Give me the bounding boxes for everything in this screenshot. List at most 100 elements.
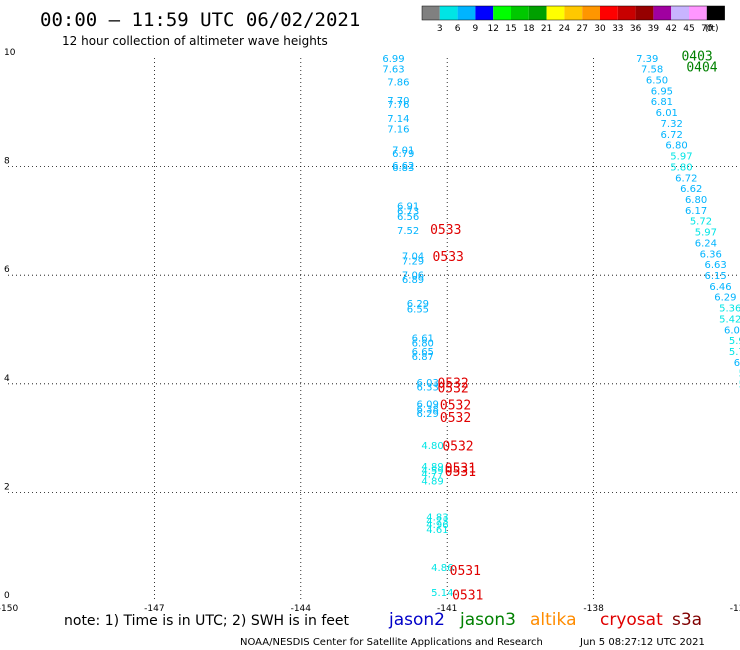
wave-height-value: 7.04 [402, 251, 424, 262]
pass-time-label: 0532 [440, 411, 471, 426]
pass-time-label: 0532 [440, 398, 471, 413]
legend-cryosat: cryosat [600, 610, 663, 630]
x-tick-label: -138 [583, 604, 604, 614]
wave-height-value: 6.01 [724, 325, 740, 336]
wave-height-value: 6.09 [734, 358, 740, 369]
colorbar-swatch [422, 6, 440, 20]
wave-height-value: 6.63 [704, 260, 726, 271]
satellite-legend: jason2 jason3 altika cryosat s3a [388, 610, 702, 630]
wave-height-value: 6.46 [709, 282, 731, 293]
wave-height-value: 6.62 [392, 161, 414, 172]
wave-height-value: 6.29 [417, 409, 439, 420]
colorbar-label: 30 [594, 24, 606, 34]
pass-time-label: 0532 [442, 440, 473, 455]
plot-grid [8, 58, 740, 601]
colorbar-swatch [600, 6, 618, 20]
x-tick-label: -150 [0, 604, 18, 614]
wave-height-value: 7.63 [382, 65, 404, 76]
colorbar-label: 18 [523, 24, 535, 34]
wave-height-value: 5.97 [739, 369, 740, 380]
wave-height-value: 5.97 [670, 152, 692, 163]
colorbar-label: 12 [487, 24, 498, 34]
x-tick-label: -135 [730, 604, 740, 614]
wave-height-value: 7.29 [402, 256, 424, 267]
pass-time-label: 0531 [445, 465, 476, 480]
wave-height-value: 6.24 [695, 238, 717, 249]
y-tick-label: 4 [4, 374, 10, 384]
wave-height-value: 6.15 [704, 271, 726, 282]
colorbar-swatch [635, 6, 654, 20]
wave-height-value: 6.83 [392, 163, 414, 174]
colorbar-swatch [493, 6, 511, 20]
wave-height-value: 4.86 [431, 563, 453, 574]
wave-height-value: 5.36 [719, 304, 740, 315]
colorbar-label: 42 [665, 24, 676, 34]
data-points: 6.997.637.867.707.767.147.167.016.796.62… [382, 54, 740, 599]
wave-height-value: 6.65 [412, 347, 434, 358]
colorbar-label: 15 [505, 24, 516, 34]
pass-time-label: 0533 [433, 250, 464, 265]
y-tick-label: 8 [4, 157, 10, 167]
wave-height-value: 7.76 [387, 100, 409, 111]
x-tick-label: -144 [291, 604, 312, 614]
wave-height-value: 7.70 [387, 96, 409, 107]
wave-height-value: 7.58 [641, 65, 663, 76]
colorbar-label: 24 [559, 24, 571, 34]
colorbar-label: 9 [473, 24, 479, 34]
wave-height-value: 6.99 [382, 54, 404, 65]
wave-height-value: 4.73 [426, 516, 448, 527]
colorbar-label: 70 [701, 24, 713, 34]
colorbar-swatch [671, 6, 689, 20]
y-tick-label: 10 [4, 48, 16, 58]
wave-height-value: 7.14 [387, 114, 409, 125]
wave-height-value: 6.55 [407, 305, 429, 316]
pass-time-label: 0532 [437, 377, 468, 392]
wave-height-value: 6.73 [397, 206, 419, 217]
footer-timestamp: Jun 5 08:27:12 UTC 2021 [579, 637, 705, 648]
wave-height-value: 7.86 [387, 78, 409, 89]
wave-height-value: 6.03 [417, 378, 439, 389]
wave-height-value: 5.80 [670, 162, 692, 173]
chart-title: 00:00 – 11:59 UTC 06/02/2021 [40, 9, 360, 31]
wave-height-value: 6.95 [651, 86, 673, 97]
wave-height-value: 6.09 [417, 400, 439, 411]
wave-height-value: 5.14 [431, 588, 453, 599]
legend-altika: altika [530, 610, 577, 630]
wave-height-value: 4.89 [421, 462, 443, 473]
wave-height-value: 6.80 [665, 141, 687, 152]
x-tick-label: -147 [144, 604, 164, 614]
wave-height-value: 4.61 [426, 525, 448, 536]
wave-height-value: 7.52 [397, 226, 419, 237]
wave-height-value: 6.56 [397, 212, 419, 223]
wave-height-value: 5.94 [729, 336, 740, 347]
legend-note: note: 1) Time is in UTC; 2) SWH is in fe… [64, 613, 350, 629]
wave-height-value: 6.62 [680, 184, 702, 195]
wave-height-value: 7.32 [661, 119, 683, 130]
colorbar-label: 39 [648, 24, 660, 34]
wave-height-value: 6.80 [412, 338, 434, 349]
pass-time-label: 0403 [681, 50, 712, 65]
wave-height-value: 6.81 [651, 97, 673, 108]
pass-time-label: 0533 [430, 223, 461, 238]
colorbar-label: (ft) [705, 24, 719, 34]
colorbar-swatch [617, 6, 636, 20]
color-scale-bar: 3 6 9 12 15 18 21 24 27 30 33 36 39 42 45 70(ft) [421, 5, 725, 34]
legend-s3a: s3a [672, 610, 702, 630]
axis-ticks: -150 -147 -144 -141 -138 -135 0 2 4 6 8 10 [0, 48, 740, 614]
colorbar-label: 33 [612, 24, 623, 34]
wave-height-value: 7.39 [636, 54, 658, 65]
footer-source: NOAA/NESDIS Center for Satellite Applica… [240, 637, 543, 648]
colorbar-swatch [564, 6, 583, 20]
wave-height-value: 5.99 [739, 380, 740, 391]
wave-height-value: 6.80 [685, 195, 707, 206]
wave-height-value: 6.87 [412, 352, 434, 363]
wave-height-value: 6.72 [661, 130, 683, 141]
wave-height-value: 6.38 [417, 405, 439, 416]
wave-height-value: 4.80 [421, 441, 443, 452]
wave-height-value: 6.29 [407, 299, 429, 310]
colorbar-swatch [546, 6, 565, 20]
wave-height-value: 6.72 [675, 173, 697, 184]
y-tick-label: 0 [4, 591, 10, 601]
colorbar-label: 21 [541, 24, 552, 34]
colorbar-swatch [457, 6, 476, 20]
